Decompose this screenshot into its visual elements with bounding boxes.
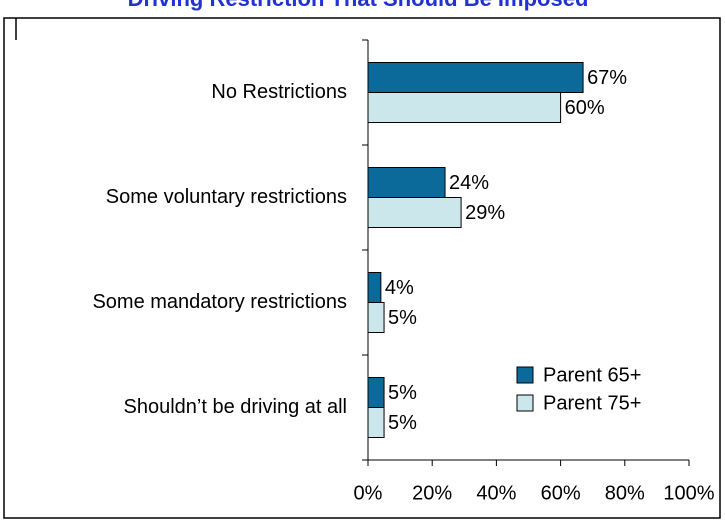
value-label: 67% — [587, 67, 627, 89]
bar — [367, 302, 385, 333]
x-tick-label: 40% — [476, 482, 516, 504]
bar — [367, 167, 446, 198]
legend-swatch — [516, 394, 534, 412]
legend-swatch — [516, 366, 534, 384]
bar — [367, 272, 382, 303]
chart-title: Driving Restriction That Should Be Impos… — [128, 0, 589, 11]
bar — [367, 377, 385, 408]
y-tick-label: Shouldn’t be driving at all — [124, 396, 347, 418]
value-label: 24% — [449, 172, 489, 194]
y-tick-label: Some mandatory restrictions — [92, 291, 347, 313]
x-tick-label: 0% — [354, 482, 383, 504]
y-tick-label: Some voluntary restrictions — [106, 186, 347, 208]
bar — [367, 407, 385, 438]
value-label: 5% — [388, 382, 417, 404]
value-label: 5% — [388, 412, 417, 434]
x-tick-label: 60% — [541, 482, 581, 504]
legend-label: Parent 75+ — [543, 392, 641, 414]
value-label: 29% — [465, 202, 505, 224]
value-label: 4% — [385, 277, 414, 299]
value-label: 60% — [565, 97, 605, 119]
bar — [367, 62, 584, 93]
bar — [367, 197, 462, 228]
legend-label: Parent 65+ — [543, 364, 641, 386]
value-label: 5% — [388, 307, 417, 329]
x-tick-label: 20% — [412, 482, 452, 504]
x-tick-label: 80% — [605, 482, 645, 504]
bar — [367, 92, 562, 123]
y-tick-label: No Restrictions — [211, 81, 347, 103]
x-tick-label: 100% — [663, 482, 714, 504]
chart-frame — [3, 17, 721, 519]
